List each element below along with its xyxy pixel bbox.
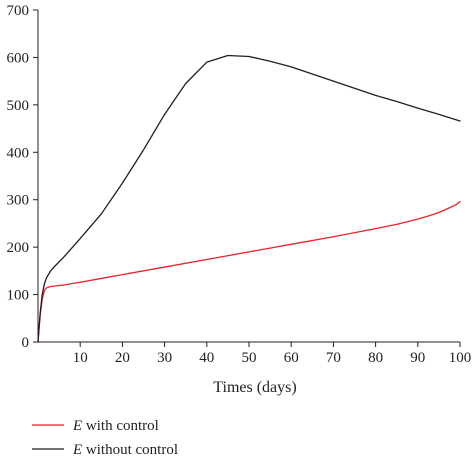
y-tick-label: 500 — [7, 98, 30, 114]
chart-series — [37, 54, 461, 343]
series-line-1 — [37, 54, 461, 343]
x-tick-label: 50 — [242, 350, 257, 366]
x-tick-label: 80 — [368, 350, 383, 366]
x-axis-title: Times (days) — [213, 379, 296, 396]
y-tick-label: 600 — [7, 50, 30, 66]
y-tick-label: 400 — [7, 145, 30, 161]
legend-suffix: without control — [82, 442, 178, 458]
x-tick-label: 10 — [73, 350, 88, 366]
y-tick-label: 700 — [7, 3, 30, 19]
y-axis-ticks: 0 100 200 300 400 500 600 700 — [7, 3, 38, 351]
y-tick-label: 0 — [22, 335, 30, 351]
legend-suffix: with control — [82, 418, 159, 434]
legend-symbol: E — [72, 418, 82, 434]
x-tick-label: 60 — [284, 350, 299, 366]
chart-axes — [37, 10, 460, 343]
y-tick-label: 300 — [7, 193, 30, 209]
y-tick-label: 200 — [7, 240, 30, 256]
y-tick-label: 100 — [7, 288, 30, 304]
x-tick-label: 20 — [115, 350, 130, 366]
x-axis-ticks: 10 20 30 40 50 60 70 80 90 100 — [73, 342, 472, 366]
series-line-0 — [37, 200, 461, 343]
legend-label-1: E without control — [72, 442, 178, 458]
x-tick-label: 90 — [410, 350, 425, 366]
x-tick-label: 30 — [157, 350, 172, 366]
legend-symbol: E — [72, 442, 82, 458]
legend-label-0: E with control — [72, 418, 159, 434]
x-tick-label: 100 — [449, 350, 472, 366]
x-tick-label: 40 — [199, 350, 214, 366]
x-tick-label: 70 — [326, 350, 341, 366]
